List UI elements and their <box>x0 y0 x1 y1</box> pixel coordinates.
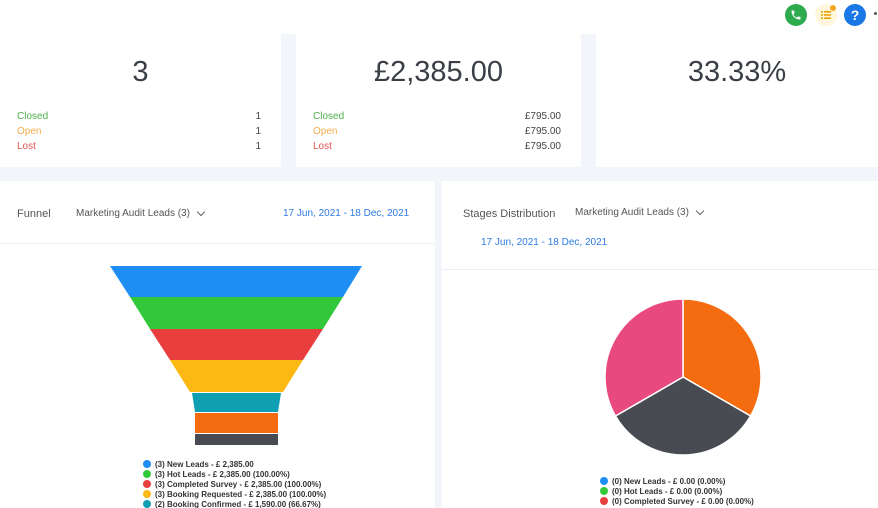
top-bar: ? <box>0 0 878 34</box>
legend-dot <box>600 487 608 495</box>
funnel-panel-header: Funnel Marketing Audit Leads (3) 17 Jun,… <box>0 181 435 244</box>
stages-title: Stages Distribution <box>463 208 556 220</box>
funnel-panel: Funnel Marketing Audit Leads (3) 17 Jun,… <box>0 181 435 508</box>
stages-pie-chart <box>604 298 762 456</box>
stat-row-open: Open 1 <box>17 126 261 137</box>
legend-dot <box>600 477 608 485</box>
funnel-date-range[interactable]: 17 Jun, 2021 - 18 Dec, 2021 <box>283 208 410 219</box>
stages-pipeline-select-value: Marketing Audit Leads (3) <box>575 207 689 218</box>
funnel-stage <box>150 329 323 360</box>
legend-item: (3) Completed Survey - £ 2,385.00 (100.0… <box>143 479 326 489</box>
stat-value-open: 1 <box>255 126 261 137</box>
stat-label-open: Open <box>17 126 42 137</box>
funnel-pipeline-select-value: Marketing Audit Leads (3) <box>76 208 190 219</box>
legend-label: (2) Booking Confirmed - £ 1,590.00 (66.6… <box>155 499 321 508</box>
stat-value-lost: 1 <box>255 141 261 152</box>
value-stat-value: £2,385.00 <box>373 56 503 88</box>
legend-item: (0) New Leads - £ 0.00 (0.00%) <box>600 476 754 486</box>
help-label: ? <box>850 7 860 23</box>
legend-label: (0) Completed Survey - £ 0.00 (0.00%) <box>612 496 754 506</box>
pie-slice <box>614 376 752 456</box>
stat-label-lost: Lost <box>17 141 36 152</box>
funnel-stage <box>170 360 303 392</box>
stages-legend: (0) New Leads - £ 0.00 (0.00%) (0) Hot L… <box>600 476 754 506</box>
stages-date-range[interactable]: 17 Jun, 2021 - 18 Dec, 2021 <box>481 237 608 248</box>
more-icon[interactable] <box>874 12 877 15</box>
stages-panel-header: Stages Distribution Marketing Audit Lead… <box>442 181 878 270</box>
funnel-stage <box>110 266 362 297</box>
help-icon[interactable]: ? <box>844 4 866 26</box>
rate-stat-value: 33.33% <box>687 56 787 88</box>
legend-label: (3) New Leads - £ 2,385.00 <box>155 459 254 469</box>
legend-dot <box>143 480 151 488</box>
stages-pipeline-select[interactable]: Marketing Audit Leads (3) <box>575 206 705 218</box>
legend-dot <box>143 470 151 478</box>
legend-item: (0) Completed Survey - £ 0.00 (0.00%) <box>600 496 754 506</box>
stat-row-open: Open £795.00 <box>313 126 561 137</box>
stat-row-closed: Closed £795.00 <box>313 111 561 122</box>
funnel-stage <box>192 393 281 412</box>
stat-row-closed: Closed 1 <box>17 111 261 122</box>
stat-value-closed: 1 <box>255 111 261 122</box>
legend-dot <box>143 490 151 498</box>
legend-item: (2) Booking Confirmed - £ 1,590.00 (66.6… <box>143 499 326 508</box>
stat-label-lost: Lost <box>313 141 332 152</box>
funnel-stage <box>195 434 278 445</box>
phone-icon[interactable] <box>785 4 807 26</box>
stat-row-lost: Lost £795.00 <box>313 141 561 152</box>
pie-slice <box>604 298 684 418</box>
funnel-stage <box>195 413 278 433</box>
legend-label: (0) New Leads - £ 0.00 (0.00%) <box>612 476 726 486</box>
count-stat-card: 3 Closed 1 Open 1 Lost 1 <box>0 34 281 167</box>
count-stat-value: 3 <box>132 56 149 88</box>
legend-dot <box>143 500 151 508</box>
stat-label-closed: Closed <box>17 111 49 122</box>
stat-label-open: Open <box>313 126 338 137</box>
legend-dot <box>600 497 608 505</box>
funnel-chart <box>110 266 362 445</box>
legend-dot <box>143 460 151 468</box>
stages-distribution-panel: Stages Distribution Marketing Audit Lead… <box>442 181 878 508</box>
funnel-legend: (3) New Leads - £ 2,385.00 (3) Hot Leads… <box>143 459 326 508</box>
stat-value-closed: £795.00 <box>524 111 561 122</box>
legend-label: (3) Booking Requested - £ 2,385.00 (100.… <box>155 489 327 499</box>
funnel-pipeline-select[interactable]: Marketing Audit Leads (3) <box>76 207 206 219</box>
legend-label: (3) Hot Leads - £ 2,385.00 (100.00%) <box>155 469 290 479</box>
funnel-stage <box>130 297 343 329</box>
stat-value-open: £795.00 <box>524 126 561 137</box>
task-list-icon[interactable] <box>815 4 837 26</box>
stat-label-closed: Closed <box>313 111 345 122</box>
legend-item: (3) Booking Requested - £ 2,385.00 (100.… <box>143 489 326 499</box>
stat-row-lost: Lost 1 <box>17 141 261 152</box>
legend-label: (3) Completed Survey - £ 2,385.00 (100.0… <box>155 479 322 489</box>
rate-stat-card: 33.33% <box>596 34 878 167</box>
funnel-title: Funnel <box>17 208 51 220</box>
notification-dot <box>830 5 836 11</box>
legend-item: (0) Hot Leads - £ 0.00 (0.00%) <box>600 486 754 496</box>
pie-slice <box>682 298 762 418</box>
stat-value-lost: £795.00 <box>524 141 561 152</box>
legend-item: (3) New Leads - £ 2,385.00 <box>143 459 326 469</box>
legend-label: (0) Hot Leads - £ 0.00 (0.00%) <box>612 486 723 496</box>
value-stat-card: £2,385.00 Closed £795.00 Open £795.00 Lo… <box>296 34 581 167</box>
legend-item: (3) Hot Leads - £ 2,385.00 (100.00%) <box>143 469 326 479</box>
